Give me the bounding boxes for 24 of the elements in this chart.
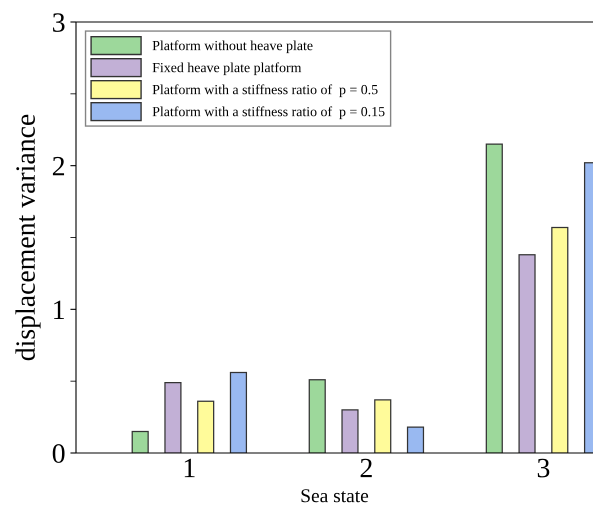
x-tick-label: 3 (538, 458, 550, 478)
bar (341, 409, 359, 453)
y-tick-label: 1 (54, 300, 64, 319)
legend-label: Platform with a stiffness ratio of p = 0.5 (152, 84, 378, 98)
bar (518, 254, 536, 453)
x-axis-title: Sea state (302, 489, 368, 502)
bar (197, 400, 214, 453)
bar (374, 399, 392, 453)
y-tick-label: 0 (52, 444, 65, 463)
x-tick-label: 2 (360, 458, 372, 478)
legend-label: Platform with a stiffness ratio of p = 0.15 (152, 106, 385, 120)
bar (486, 143, 503, 453)
x-tick-label: 1 (184, 458, 195, 478)
bar (132, 430, 149, 453)
legend-label: Platform without heave plate (152, 40, 313, 54)
y-tick-label: 3 (53, 13, 64, 32)
y-tick-label: 2 (52, 156, 64, 176)
bar (230, 372, 248, 453)
bar (551, 226, 568, 453)
bar (406, 426, 424, 453)
legend-label: Fixed heave plate platform (152, 62, 302, 76)
bar (308, 379, 326, 453)
bar (164, 382, 182, 453)
y-axis-title: displacement variance (15, 114, 41, 360)
